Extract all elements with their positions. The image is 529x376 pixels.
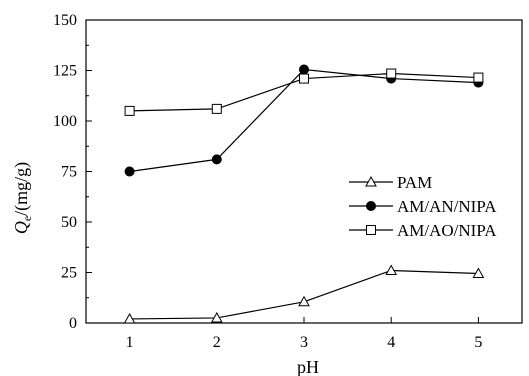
y-tick-label: 25 [61,265,77,282]
x-tick-labels: 1 2 3 4 5 [126,334,483,351]
y-tick-label: 50 [61,214,77,231]
circle-marker [124,166,135,177]
triangle-marker [385,264,398,275]
y-tick-label: 125 [53,63,77,80]
series-layer [123,64,485,324]
square-marker [211,103,222,114]
y-axis-symbol: Q [11,221,31,234]
series-line [129,68,479,173]
legend-label: AM/AO/NIPA [397,221,497,240]
series-line [129,269,479,320]
y-axis-subscript: e [20,216,34,221]
square-marker [386,68,397,79]
triangle-marker [365,175,377,187]
square-marker [366,225,376,235]
series-pam [123,264,485,324]
legend-item: AM/AO/NIPA [349,221,497,240]
y-tick-label: 0 [69,315,77,332]
y-tick-label: 150 [53,12,77,29]
y-tick-label: 75 [61,164,77,181]
series-am-ao-nipa [124,68,484,116]
legend-label: PAM [397,173,432,192]
triangle-marker [210,311,223,323]
x-tick-label: 3 [300,334,308,351]
legend-item: AM/AN/NIPA [349,197,497,216]
circle-marker [366,201,376,211]
y-axis-unit: /(mg/g) [11,162,32,216]
triangle-marker [472,267,485,279]
legend-label: AM/AN/NIPA [397,197,497,216]
legend-item: PAM [349,173,432,192]
tick-marks [86,19,479,324]
x-tick-label: 4 [387,334,395,351]
x-tick-label: 1 [126,334,134,351]
legend: PAM AM/AN/NIPA AM/AO/NIPA [349,173,497,240]
series-am-an-nipa [124,64,484,177]
x-axis-title: pH [297,357,319,376]
triangle-marker [298,295,310,307]
circle-marker [211,154,222,165]
y-tick-label: 100 [53,113,77,130]
circle-marker [299,64,309,75]
y-axis-title: Qe/(mg/g) [11,162,34,234]
square-marker [124,105,135,116]
square-marker [299,73,309,84]
y-tick-labels: 0 25 50 75 100 125 150 [53,12,77,332]
x-tick-label: 2 [213,334,221,351]
square-marker [473,72,484,83]
x-tick-label: 5 [474,334,482,351]
triangle-marker [123,312,136,324]
